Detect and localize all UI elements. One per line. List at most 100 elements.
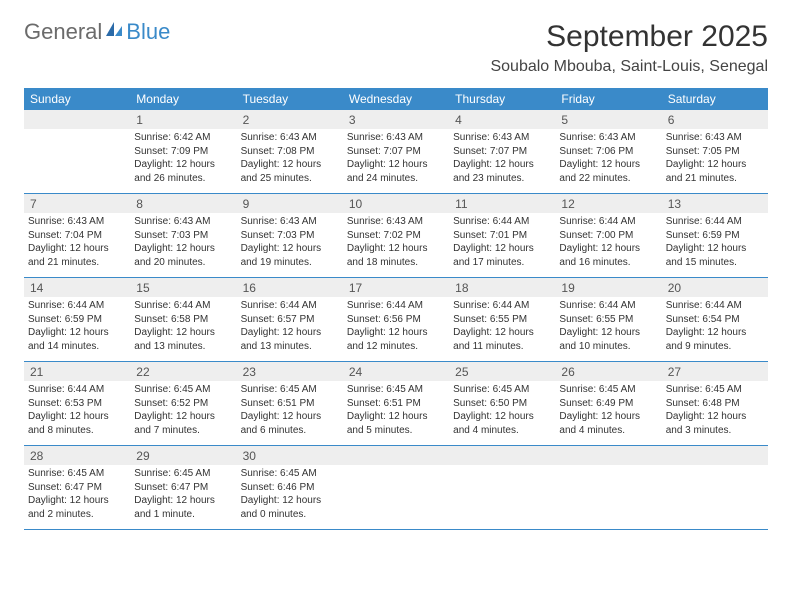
day-body: Sunrise: 6:43 AMSunset: 7:03 PMDaylight:… bbox=[237, 213, 343, 277]
sunset-text: Sunset: 7:01 PM bbox=[453, 229, 551, 243]
day-body: Sunrise: 6:44 AMSunset: 6:56 PMDaylight:… bbox=[343, 297, 449, 361]
sunrise-text: Sunrise: 6:44 AM bbox=[666, 299, 764, 313]
daylight-text: Daylight: 12 hours and 3 minutes. bbox=[666, 410, 764, 437]
logo-text2: Blue bbox=[126, 21, 170, 43]
sunrise-text: Sunrise: 6:45 AM bbox=[28, 467, 126, 481]
sunrise-text: Sunrise: 6:44 AM bbox=[453, 215, 551, 229]
day-number bbox=[449, 446, 555, 465]
day-body bbox=[555, 465, 661, 529]
day-body: Sunrise: 6:44 AMSunset: 6:53 PMDaylight:… bbox=[24, 381, 130, 445]
daylight-text: Daylight: 12 hours and 21 minutes. bbox=[28, 242, 126, 269]
day-number bbox=[555, 446, 661, 465]
week-row: 21222324252627Sunrise: 6:44 AMSunset: 6:… bbox=[24, 362, 768, 446]
day-number: 15 bbox=[130, 278, 236, 297]
sunset-text: Sunset: 6:59 PM bbox=[28, 313, 126, 327]
daylight-text: Daylight: 12 hours and 5 minutes. bbox=[347, 410, 445, 437]
daylight-text: Daylight: 12 hours and 22 minutes. bbox=[559, 158, 657, 185]
sunrise-text: Sunrise: 6:45 AM bbox=[241, 383, 339, 397]
sunrise-text: Sunrise: 6:44 AM bbox=[28, 299, 126, 313]
sunset-text: Sunset: 6:51 PM bbox=[241, 397, 339, 411]
sunset-text: Sunset: 7:07 PM bbox=[347, 145, 445, 159]
dow-cell: Monday bbox=[130, 88, 236, 110]
day-body: Sunrise: 6:43 AMSunset: 7:04 PMDaylight:… bbox=[24, 213, 130, 277]
sunrise-text: Sunrise: 6:44 AM bbox=[134, 299, 232, 313]
sunset-text: Sunset: 7:03 PM bbox=[134, 229, 232, 243]
sunset-text: Sunset: 6:46 PM bbox=[241, 481, 339, 495]
sunset-text: Sunset: 6:59 PM bbox=[666, 229, 764, 243]
day-body bbox=[24, 129, 130, 193]
sunset-text: Sunset: 6:56 PM bbox=[347, 313, 445, 327]
day-number: 25 bbox=[449, 362, 555, 381]
sunset-text: Sunset: 6:55 PM bbox=[559, 313, 657, 327]
daylight-text: Daylight: 12 hours and 6 minutes. bbox=[241, 410, 339, 437]
day-number: 12 bbox=[555, 194, 661, 213]
sunrise-text: Sunrise: 6:43 AM bbox=[347, 131, 445, 145]
daylight-text: Daylight: 12 hours and 23 minutes. bbox=[453, 158, 551, 185]
sunrise-text: Sunrise: 6:43 AM bbox=[241, 131, 339, 145]
sunset-text: Sunset: 6:54 PM bbox=[666, 313, 764, 327]
day-number: 29 bbox=[130, 446, 236, 465]
daylight-text: Daylight: 12 hours and 14 minutes. bbox=[28, 326, 126, 353]
day-body: Sunrise: 6:45 AMSunset: 6:47 PMDaylight:… bbox=[24, 465, 130, 529]
day-number bbox=[662, 446, 768, 465]
sunrise-text: Sunrise: 6:44 AM bbox=[28, 383, 126, 397]
sunset-text: Sunset: 7:04 PM bbox=[28, 229, 126, 243]
day-number: 13 bbox=[662, 194, 768, 213]
sunset-text: Sunset: 7:03 PM bbox=[241, 229, 339, 243]
day-number: 30 bbox=[237, 446, 343, 465]
day-number: 18 bbox=[449, 278, 555, 297]
sunrise-text: Sunrise: 6:45 AM bbox=[347, 383, 445, 397]
day-body: Sunrise: 6:45 AMSunset: 6:52 PMDaylight:… bbox=[130, 381, 236, 445]
sunset-text: Sunset: 7:02 PM bbox=[347, 229, 445, 243]
sunset-text: Sunset: 6:47 PM bbox=[134, 481, 232, 495]
day-number: 7 bbox=[24, 194, 130, 213]
dow-cell: Wednesday bbox=[343, 88, 449, 110]
sunset-text: Sunset: 6:52 PM bbox=[134, 397, 232, 411]
sunrise-text: Sunrise: 6:44 AM bbox=[666, 215, 764, 229]
day-body: Sunrise: 6:43 AMSunset: 7:06 PMDaylight:… bbox=[555, 129, 661, 193]
daylight-text: Daylight: 12 hours and 24 minutes. bbox=[347, 158, 445, 185]
day-number: 9 bbox=[237, 194, 343, 213]
day-number: 22 bbox=[130, 362, 236, 381]
day-body: Sunrise: 6:44 AMSunset: 6:59 PMDaylight:… bbox=[24, 297, 130, 361]
location: Soubalo Mbouba, Saint-Louis, Senegal bbox=[490, 58, 768, 76]
day-number: 28 bbox=[24, 446, 130, 465]
dow-cell: Saturday bbox=[662, 88, 768, 110]
sunrise-text: Sunrise: 6:45 AM bbox=[134, 383, 232, 397]
daylight-text: Daylight: 12 hours and 20 minutes. bbox=[134, 242, 232, 269]
day-body: Sunrise: 6:43 AMSunset: 7:03 PMDaylight:… bbox=[130, 213, 236, 277]
day-body: Sunrise: 6:42 AMSunset: 7:09 PMDaylight:… bbox=[130, 129, 236, 193]
day-number: 20 bbox=[662, 278, 768, 297]
daylight-text: Daylight: 12 hours and 9 minutes. bbox=[666, 326, 764, 353]
sunset-text: Sunset: 6:51 PM bbox=[347, 397, 445, 411]
week-row: 78910111213Sunrise: 6:43 AMSunset: 7:04 … bbox=[24, 194, 768, 278]
day-body: Sunrise: 6:44 AMSunset: 6:59 PMDaylight:… bbox=[662, 213, 768, 277]
daylight-text: Daylight: 12 hours and 8 minutes. bbox=[28, 410, 126, 437]
day-number: 4 bbox=[449, 110, 555, 129]
sunrise-text: Sunrise: 6:43 AM bbox=[241, 215, 339, 229]
sunrise-text: Sunrise: 6:44 AM bbox=[559, 215, 657, 229]
daylight-text: Daylight: 12 hours and 13 minutes. bbox=[241, 326, 339, 353]
sail-icon bbox=[102, 20, 126, 44]
sunrise-text: Sunrise: 6:43 AM bbox=[453, 131, 551, 145]
daylight-text: Daylight: 12 hours and 11 minutes. bbox=[453, 326, 551, 353]
day-body: Sunrise: 6:44 AMSunset: 7:01 PMDaylight:… bbox=[449, 213, 555, 277]
dow-cell: Tuesday bbox=[237, 88, 343, 110]
week-row: 282930 Sunrise: 6:45 AMSunset: 6:47 PMDay… bbox=[24, 446, 768, 530]
daylight-text: Daylight: 12 hours and 16 minutes. bbox=[559, 242, 657, 269]
day-number: 10 bbox=[343, 194, 449, 213]
day-body: Sunrise: 6:45 AMSunset: 6:50 PMDaylight:… bbox=[449, 381, 555, 445]
day-number: 3 bbox=[343, 110, 449, 129]
sunset-text: Sunset: 6:49 PM bbox=[559, 397, 657, 411]
logo: General Blue bbox=[24, 20, 170, 44]
day-body: Sunrise: 6:45 AMSunset: 6:48 PMDaylight:… bbox=[662, 381, 768, 445]
day-body: Sunrise: 6:43 AMSunset: 7:05 PMDaylight:… bbox=[662, 129, 768, 193]
day-body: Sunrise: 6:43 AMSunset: 7:02 PMDaylight:… bbox=[343, 213, 449, 277]
sunset-text: Sunset: 7:07 PM bbox=[453, 145, 551, 159]
day-body: Sunrise: 6:44 AMSunset: 6:57 PMDaylight:… bbox=[237, 297, 343, 361]
day-number bbox=[343, 446, 449, 465]
sunrise-text: Sunrise: 6:45 AM bbox=[134, 467, 232, 481]
day-body: Sunrise: 6:43 AMSunset: 7:07 PMDaylight:… bbox=[449, 129, 555, 193]
day-body: Sunrise: 6:44 AMSunset: 6:55 PMDaylight:… bbox=[449, 297, 555, 361]
day-number: 11 bbox=[449, 194, 555, 213]
